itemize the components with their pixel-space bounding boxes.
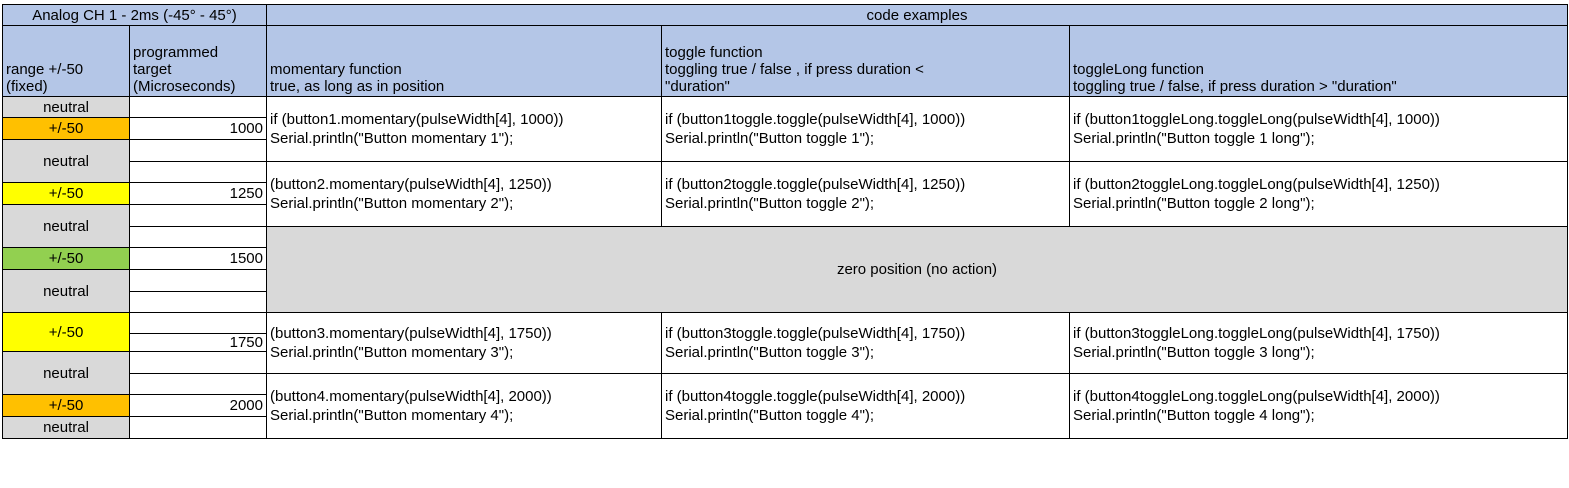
empty-cell[interactable] — [129, 312, 267, 334]
toggle-code-cell-1[interactable]: if (button1toggle.toggle(pulseWidth[4], … — [661, 96, 1070, 162]
code-line: Serial.println("Button toggle 1 long"); — [1073, 130, 1315, 147]
empty-cell[interactable] — [129, 204, 267, 227]
code-examples-title-cell[interactable]: code examples — [266, 4, 1568, 26]
empty-cell[interactable] — [129, 373, 267, 395]
spreadsheet-grid: Analog CH 1 - 2ms (-45° - 45°) code exam… — [2, 4, 1568, 439]
channel-title-cell[interactable]: Analog CH 1 - 2ms (-45° - 45°) — [2, 4, 267, 26]
neutral-cell[interactable]: neutral — [2, 416, 130, 439]
header-toggle-cell[interactable]: toggle function toggling true / false , … — [661, 25, 1070, 97]
toggle-code-cell-2[interactable]: if (button2toggle.toggle(pulseWidth[4], … — [661, 161, 1070, 227]
range-cell-1750[interactable]: +/-50 — [2, 312, 130, 352]
code-line: if (button3toggle.toggle(pulseWidth[4], … — [665, 325, 966, 342]
code-line: if (button2toggleLong.toggleLong(pulseWi… — [1073, 176, 1440, 193]
header-momentary-cell[interactable]: momentary function true, as long as in p… — [266, 25, 662, 97]
code-line: Serial.println("Button momentary 3"); — [270, 344, 514, 361]
header-toggle-line-1: toggle function — [665, 44, 763, 61]
header-range-cell[interactable]: range +/-50 (fixed) — [2, 25, 130, 97]
header-toggle-line-2: toggling true / false , if press duratio… — [665, 61, 924, 78]
empty-cell[interactable] — [129, 96, 267, 118]
header-range-line-2: (fixed) — [6, 78, 48, 95]
empty-cell[interactable] — [129, 139, 267, 162]
neutral-cell[interactable]: neutral — [2, 96, 130, 118]
target-cell-1250[interactable]: 1250 — [129, 182, 267, 205]
header-target-line-3: (Microseconds) — [133, 78, 236, 95]
range-cell-1000[interactable]: +/-50 — [2, 117, 130, 140]
target-cell-1750[interactable]: 1750 — [129, 333, 267, 352]
header-togglelong-line-2: toggling true / false, if press duration… — [1073, 78, 1397, 95]
target-cell-1500[interactable]: 1500 — [129, 247, 267, 270]
togglelong-code-cell-4[interactable]: if (button4toggleLong.toggleLong(pulseWi… — [1069, 373, 1568, 439]
header-target-line-1: programmed — [133, 44, 219, 61]
code-line: Serial.println("Button toggle 1"); — [665, 130, 875, 147]
code-line: (button4.momentary(pulseWidth[4], 2000)) — [270, 388, 552, 405]
code-line: (button2.momentary(pulseWidth[4], 1250)) — [270, 176, 552, 193]
code-line: Serial.println("Button momentary 2"); — [270, 195, 514, 212]
neutral-cell[interactable]: neutral — [2, 269, 130, 313]
zero-position-cell[interactable]: zero position (no action) — [266, 226, 1568, 313]
header-target-line-2: target — [133, 61, 172, 78]
header-momentary-line-1: momentary function — [270, 61, 402, 78]
target-cell-1000[interactable]: 1000 — [129, 117, 267, 140]
neutral-cell[interactable]: neutral — [2, 351, 130, 395]
code-line: Serial.println("Button momentary 1"); — [270, 130, 514, 147]
code-line: if (button1toggleLong.toggleLong(pulseWi… — [1073, 111, 1440, 128]
empty-cell[interactable] — [129, 226, 267, 248]
range-cell-1500[interactable]: +/-50 — [2, 247, 130, 270]
code-line: Serial.println("Button toggle 4 long"); — [1073, 407, 1315, 424]
momentary-code-cell-4[interactable]: (button4.momentary(pulseWidth[4], 2000))… — [266, 373, 662, 439]
code-line: Serial.println("Button toggle 3"); — [665, 344, 875, 361]
togglelong-code-cell-2[interactable]: if (button2toggleLong.toggleLong(pulseWi… — [1069, 161, 1568, 227]
code-line: if (button3toggleLong.toggleLong(pulseWi… — [1073, 325, 1440, 342]
empty-cell[interactable] — [129, 351, 267, 374]
empty-cell[interactable] — [129, 416, 267, 439]
header-togglelong-cell[interactable]: toggleLong function toggling true / fals… — [1069, 25, 1568, 97]
neutral-cell[interactable]: neutral — [2, 139, 130, 183]
code-line: (button3.momentary(pulseWidth[4], 1750)) — [270, 325, 552, 342]
empty-cell[interactable] — [129, 161, 267, 183]
togglelong-code-cell-3[interactable]: if (button3toggleLong.toggleLong(pulseWi… — [1069, 312, 1568, 374]
code-line: Serial.println("Button momentary 4"); — [270, 407, 514, 424]
toggle-code-cell-3[interactable]: if (button3toggle.toggle(pulseWidth[4], … — [661, 312, 1070, 374]
code-line: Serial.println("Button toggle 3 long"); — [1073, 344, 1315, 361]
momentary-code-cell-1[interactable]: if (button1.momentary(pulseWidth[4], 100… — [266, 96, 662, 162]
code-line: if (button2toggle.toggle(pulseWidth[4], … — [665, 176, 966, 193]
code-line: if (button4toggleLong.toggleLong(pulseWi… — [1073, 388, 1440, 405]
neutral-cell[interactable]: neutral — [2, 204, 130, 248]
empty-cell[interactable] — [129, 291, 267, 313]
code-line: if (button4toggle.toggle(pulseWidth[4], … — [665, 388, 966, 405]
range-cell-1250[interactable]: +/-50 — [2, 182, 130, 205]
range-cell-2000[interactable]: +/-50 — [2, 394, 130, 417]
code-line: Serial.println("Button toggle 2"); — [665, 195, 875, 212]
header-target-cell[interactable]: programmed target (Microseconds) — [129, 25, 267, 97]
momentary-code-cell-3[interactable]: (button3.momentary(pulseWidth[4], 1750))… — [266, 312, 662, 374]
togglelong-code-cell-1[interactable]: if (button1toggleLong.toggleLong(pulseWi… — [1069, 96, 1568, 162]
code-line: Serial.println("Button toggle 4"); — [665, 407, 875, 424]
code-line: if (button1.momentary(pulseWidth[4], 100… — [270, 111, 564, 128]
header-range-line-1: range +/-50 — [6, 61, 84, 78]
code-examples-table: Analog CH 1 - 2ms (-45° - 45°) code exam… — [2, 4, 1568, 439]
code-line: if (button1toggle.toggle(pulseWidth[4], … — [665, 111, 966, 128]
header-toggle-line-3: "duration" — [665, 78, 730, 95]
code-line: Serial.println("Button toggle 2 long"); — [1073, 195, 1315, 212]
header-momentary-line-2: true, as long as in position — [270, 78, 445, 95]
empty-cell[interactable] — [129, 269, 267, 292]
target-cell-2000[interactable]: 2000 — [129, 394, 267, 417]
header-togglelong-line-1: toggleLong function — [1073, 61, 1204, 78]
momentary-code-cell-2[interactable]: (button2.momentary(pulseWidth[4], 1250))… — [266, 161, 662, 227]
toggle-code-cell-4[interactable]: if (button4toggle.toggle(pulseWidth[4], … — [661, 373, 1070, 439]
